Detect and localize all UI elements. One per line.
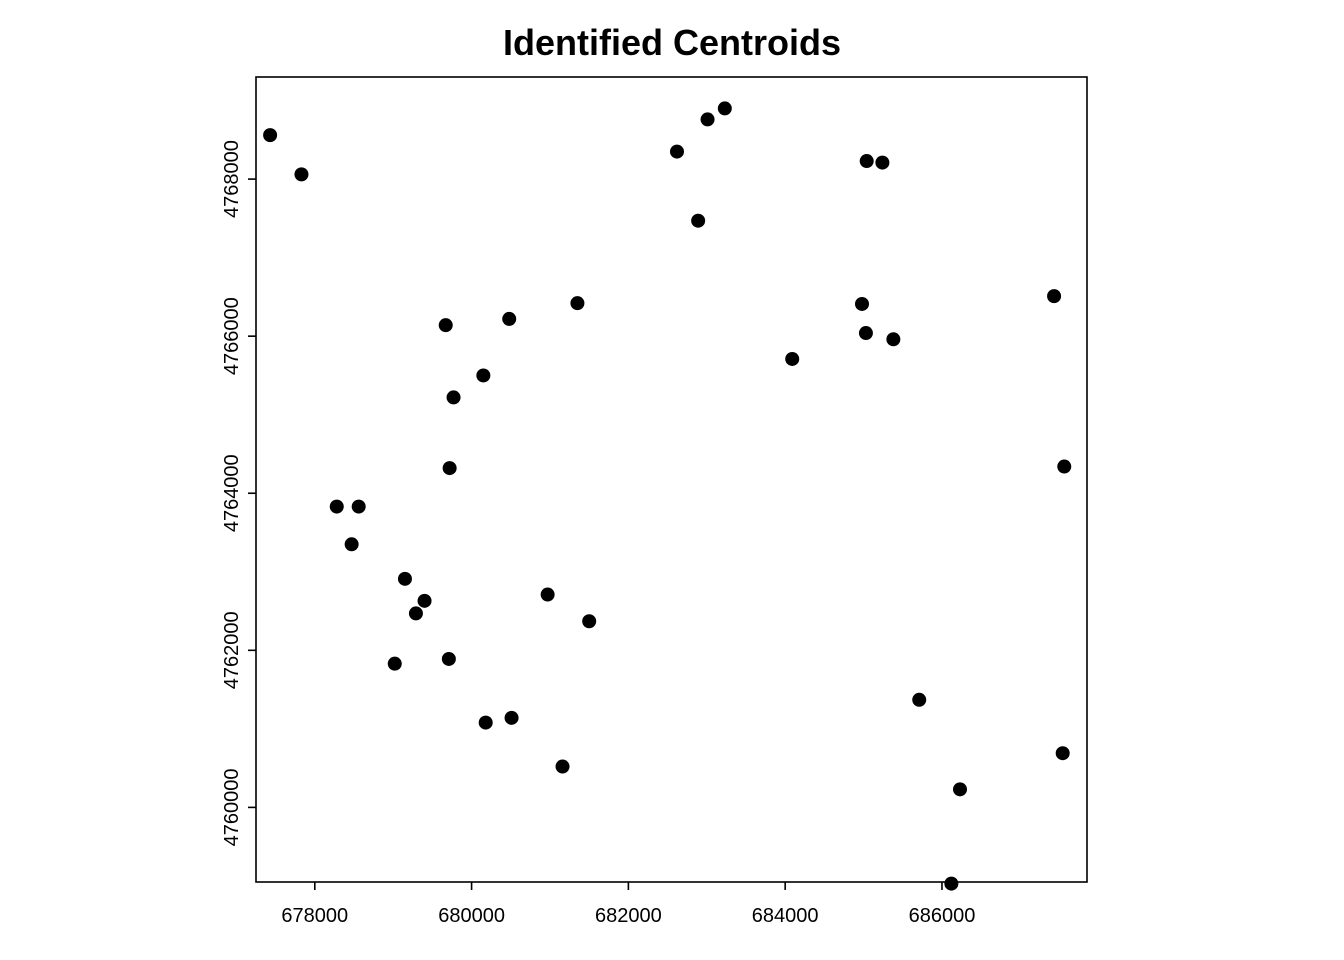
data-point <box>263 128 278 143</box>
y-tick-label: 4762000 <box>221 611 243 689</box>
data-point <box>294 167 309 182</box>
data-point <box>1057 459 1072 474</box>
y-tick-label: 4760000 <box>221 768 243 846</box>
data-point <box>691 213 706 228</box>
data-point <box>438 318 453 333</box>
x-tick-label: 686000 <box>909 905 976 927</box>
data-point <box>912 692 927 707</box>
data-point <box>344 537 359 552</box>
data-point <box>555 759 570 774</box>
data-point <box>952 782 967 797</box>
x-tick-label: 680000 <box>438 905 505 927</box>
x-axis: 678000 680000 682000 684000 686000 <box>281 882 975 927</box>
data-point <box>502 311 517 326</box>
data-point <box>669 144 684 159</box>
data-point <box>717 101 732 116</box>
data-point <box>570 296 585 311</box>
x-tick-label: 682000 <box>595 905 662 927</box>
data-point <box>700 112 715 127</box>
plot-frame <box>255 76 1088 883</box>
data-point <box>408 606 423 621</box>
data-point <box>944 876 959 891</box>
data-point <box>875 155 890 170</box>
data-points <box>263 101 1072 891</box>
data-point <box>446 390 461 405</box>
x-tick-label: 678000 <box>281 905 348 927</box>
chart-title: Identified Centroids <box>502 22 841 63</box>
data-point <box>397 571 412 586</box>
data-point <box>478 715 493 730</box>
data-point <box>855 296 870 311</box>
data-point <box>1047 289 1062 304</box>
y-tick-label: 4768000 <box>221 140 243 218</box>
x-tick-label: 684000 <box>752 905 819 927</box>
data-point <box>1055 746 1070 761</box>
data-point <box>785 351 800 366</box>
data-point <box>858 326 873 341</box>
data-point <box>329 499 344 514</box>
y-tick-label: 4764000 <box>221 454 243 532</box>
data-point <box>442 461 457 476</box>
data-point <box>387 656 402 671</box>
data-point <box>504 710 519 725</box>
data-point <box>582 614 597 629</box>
data-point <box>441 651 456 666</box>
data-point <box>540 587 555 602</box>
y-tick-label: 4766000 <box>221 297 243 375</box>
data-point <box>351 499 366 514</box>
data-point <box>886 332 901 347</box>
data-point <box>859 154 874 169</box>
data-point <box>476 368 491 383</box>
y-axis: 4760000 4762000 4764000 4766000 4768000 <box>221 140 256 846</box>
data-point <box>417 593 432 608</box>
